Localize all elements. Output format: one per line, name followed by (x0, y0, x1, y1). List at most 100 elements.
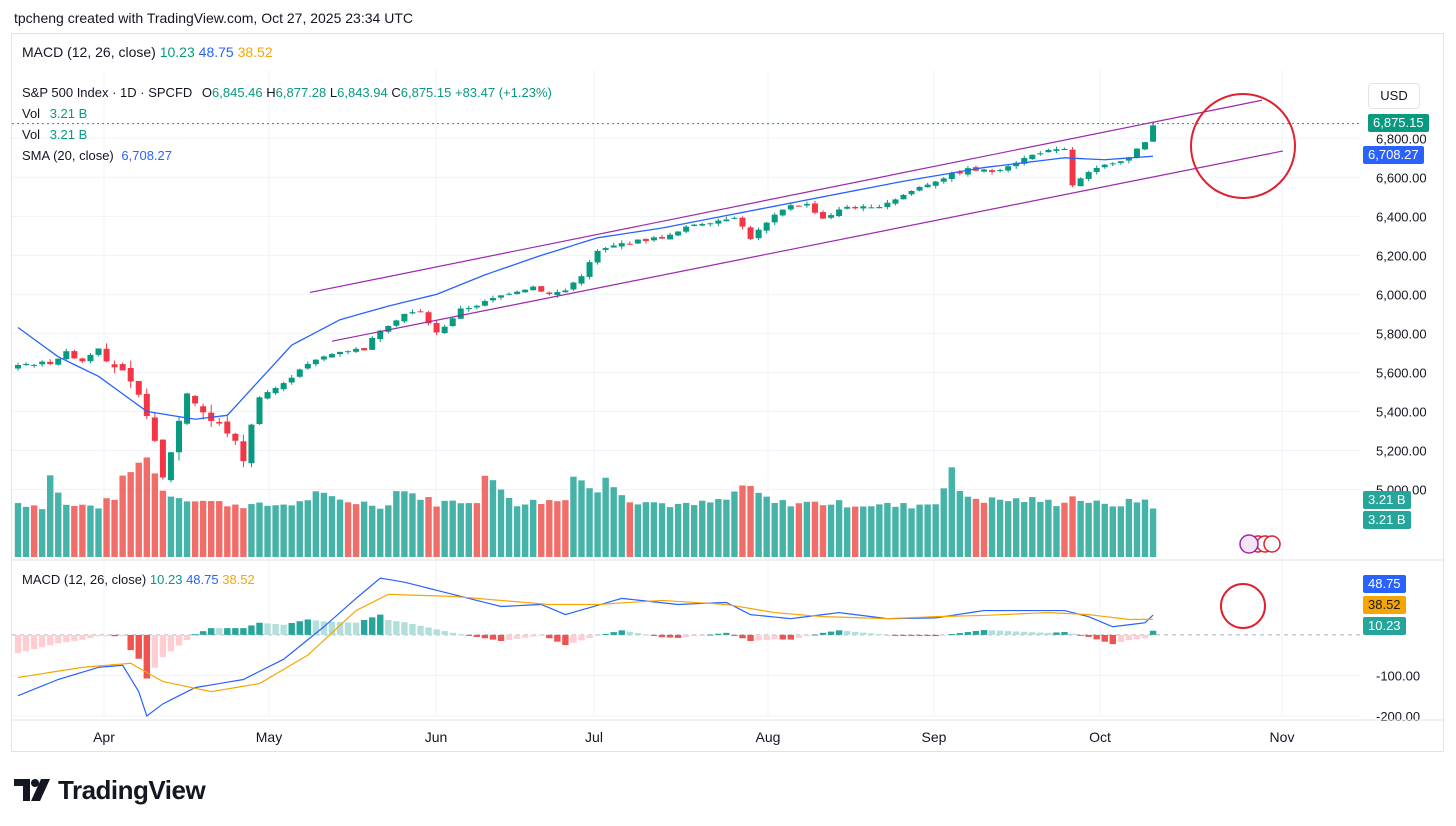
candle-body (779, 209, 786, 216)
macd-hist-bar (143, 634, 150, 679)
candle-body (1101, 164, 1108, 168)
macd-hist-bar (360, 620, 368, 635)
macd-hist-bar (707, 634, 714, 636)
low-value: 6,843.94 (337, 85, 388, 100)
vol-legend-1: Vol 3.21 B (22, 106, 88, 121)
volume-bar (1004, 501, 1012, 557)
volume-bar (208, 501, 215, 557)
candle-body (924, 184, 931, 188)
volume-bar (634, 504, 642, 557)
candle-body (449, 318, 456, 327)
candle-body (111, 364, 118, 368)
currency-button[interactable]: USD (1368, 83, 1420, 109)
candle-body (634, 239, 641, 244)
macd-hist-bar (409, 623, 416, 635)
macd-hist-bar (135, 634, 142, 659)
volume-bar (191, 501, 199, 557)
candle-body (304, 363, 311, 369)
high-value: 6,877.28 (275, 85, 327, 100)
candle-body (328, 354, 335, 358)
macd-hist-bar (1117, 634, 1125, 643)
grid-lines (12, 70, 1360, 717)
macd-hist-bar (288, 622, 295, 635)
candle-body (232, 433, 239, 441)
symbol-label[interactable]: S&P 500 Index · 1D · SPCFD (22, 85, 193, 100)
macd-hist-bar (610, 632, 617, 635)
time-tick-label: Jun (425, 729, 448, 745)
candle-body (31, 364, 38, 366)
volume-bar (908, 508, 915, 557)
volume-bar (642, 502, 650, 557)
candle-body (176, 420, 182, 453)
candle-body (143, 393, 150, 417)
volume-bar (763, 496, 770, 557)
volume-bar (674, 503, 682, 557)
candle-body (844, 206, 851, 209)
macd-hist-bar (626, 631, 633, 635)
candle-body (15, 364, 21, 369)
macd-header-label: MACD (12, 26, close) (22, 44, 156, 60)
candle-body (940, 178, 947, 182)
volume-bar (795, 503, 803, 557)
candle-body (280, 383, 287, 390)
price-tick-label: 6,600.00 (1376, 170, 1427, 185)
volume-bar (988, 497, 996, 557)
volume-bar (127, 472, 134, 557)
candle-body (522, 289, 529, 293)
macd-hist-bar (602, 633, 609, 635)
candle-body (916, 186, 923, 191)
volume-bar (272, 505, 279, 557)
volume-bars (14, 457, 1157, 557)
candle-body (465, 308, 472, 310)
volume-bar (199, 500, 207, 557)
macd-hist-bar (216, 628, 223, 635)
macd-hist-bar (328, 621, 336, 635)
channel-lower-line (331, 150, 1284, 342)
macd-hist-bar (30, 634, 38, 650)
volume-bar (79, 504, 86, 557)
volume-bar (562, 500, 569, 557)
volume-bar (1061, 502, 1068, 557)
candle-body (506, 293, 513, 295)
candle-body (739, 217, 746, 227)
macd-hist-bar (715, 633, 722, 635)
macd-hist-bar (787, 634, 794, 640)
volume-bar (111, 499, 118, 557)
macd-hist-bar (111, 634, 118, 637)
volume-bar (489, 480, 497, 557)
candle-body (514, 291, 521, 295)
macd-hist-bar (127, 634, 134, 651)
volume-bar (264, 505, 271, 557)
volume-bar (811, 501, 819, 557)
volume-bar (570, 476, 577, 557)
price-tick-label: 5,600.00 (1376, 365, 1427, 380)
macd-hist-bar (1149, 630, 1157, 635)
volume-bar (691, 505, 698, 557)
macd-hist-bar (256, 622, 263, 635)
volume-bar (1141, 499, 1149, 557)
candle-body (884, 202, 891, 208)
candle-body (964, 168, 971, 175)
chart-frame[interactable] (11, 33, 1444, 752)
volume-bar (505, 497, 513, 557)
volume-bar (521, 504, 529, 557)
candle-body (562, 290, 569, 293)
macd-hist-bar (819, 632, 827, 635)
price-tick-label: 6,000.00 (1376, 287, 1427, 302)
candle-body (39, 361, 46, 365)
macd-hist-bar (803, 634, 811, 637)
candle-body (47, 361, 54, 365)
volume-bar (1077, 500, 1084, 557)
macd-hist-bar (570, 634, 577, 643)
volume-bar (650, 502, 658, 557)
candle-body (377, 330, 384, 340)
volume-bar (232, 504, 239, 557)
volume-bar (216, 501, 223, 557)
candle-body (691, 224, 698, 227)
candle-body (1133, 148, 1140, 158)
macd-hist-bar (457, 634, 464, 636)
macd-hist-bar (497, 634, 505, 641)
candle-body (127, 368, 134, 382)
hist-value-tag: 10.23 (1363, 617, 1406, 635)
